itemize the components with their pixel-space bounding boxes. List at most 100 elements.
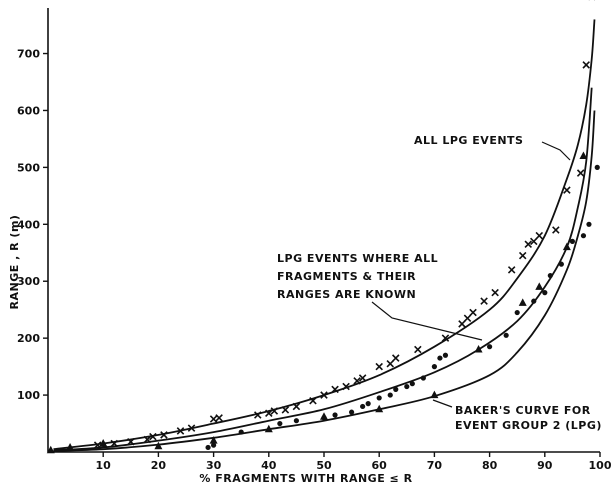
data-point-dot [420,375,426,381]
data-point-dot [332,412,338,418]
annotation-2: LPG EVENTS WHERE ALL FRAGMENTS & THEIR RAN… [277,252,483,341]
data-point-dot [547,272,553,279]
data-point-triangle [430,390,439,399]
data-point-dot [580,233,587,239]
data-point-cross [281,406,290,414]
data-point-cross [463,314,472,322]
data-point-cross [149,432,157,441]
y-tick-label: 600 [17,104,40,117]
data-point-dot [205,444,211,451]
annotation-line: EVENT GROUP 2 (LPG) [455,419,602,432]
data-point-dot [503,332,509,338]
data-point-dot [277,420,283,427]
data-point-cross [93,441,102,449]
data-point-dot [360,403,366,410]
x-tick-label: 50 [316,459,332,472]
data-point-cross [215,414,223,422]
data-point-triangle [46,445,55,454]
data-point-dot [569,238,576,244]
annotation-1: ALL LPG EVENTS [414,134,571,161]
data-point-cross [270,407,279,415]
annotation-leader-line [371,301,483,341]
data-point-triangle [562,242,571,251]
curve-all-lpg [53,19,596,451]
curve-known-ranges [53,87,593,452]
data-point-cross [529,237,538,246]
data-point-cross [358,374,367,382]
data-point-cross [253,411,262,419]
data-point-triangle [535,282,544,290]
data-point-cross [491,288,499,297]
data-point-dot [393,386,399,392]
data-point-dot [387,392,393,398]
data-point-dot [376,395,382,401]
data-point-cross [127,437,135,446]
data-point-triangle [66,442,75,451]
data-point-cross [524,240,533,248]
data-point-dot [211,442,217,448]
data-point-cross [265,409,273,418]
data-point-cross [391,354,400,362]
points [46,0,600,454]
data-point-triangle [375,404,384,413]
data-point-cross [458,320,466,328]
data-point-triangle [579,151,588,159]
data-point-triangle [154,441,163,450]
data-point-cross [375,362,383,371]
curve-baker [53,110,596,452]
data-point-cross [507,266,516,274]
x-tick-label: 60 [372,459,388,472]
y-tick-label: 300 [17,275,40,288]
data-point-cross [353,377,361,385]
data-point-cross [441,334,450,342]
data-point-cross [309,397,317,405]
data-point-cross [342,382,350,391]
data-point-cross [576,169,585,177]
data-point-cross [110,439,119,448]
data-point-cross [143,435,152,444]
x-tick-label: 40 [261,459,277,472]
annotation-line: FRAGMENTS & THEIR [277,270,416,283]
annotations: ALL LPG EVENTS LPG EVENTS WHERE ALL FRAGME… [277,134,602,432]
data-point-triangle [320,412,328,420]
x-tick-label: 20 [151,459,167,472]
curves [53,19,596,452]
x-axis-label: % FRAGMENTS WITH RANGE ≤ R [199,472,412,485]
x-tick-label: 90 [537,459,553,472]
annotation-line: ALL LPG EVENTS [414,134,523,147]
data-point-cross [518,251,527,260]
data-point-cross [480,297,488,305]
data-point-triangle [264,424,273,433]
data-point-dot [514,309,520,316]
x-tick-label: 80 [482,459,498,472]
annotation-line: RANGES ARE KNOWN [277,288,416,301]
data-point-dot [431,364,437,370]
data-point-triangle [474,345,483,353]
data-point-dot [404,383,410,390]
annotation-leader-line [432,399,453,408]
annotation-line: BAKER'S CURVE FOR [455,404,591,417]
annotation-line: LPG EVENTS WHERE ALL [277,252,438,265]
data-point-dot [487,344,493,350]
data-point-dot [365,401,371,407]
data-point-dot [409,381,415,387]
data-point-cross [582,61,590,69]
data-point-cross [563,186,571,194]
data-point-dot [558,261,564,267]
data-point-dot [349,409,355,415]
data-point-cross [331,385,339,394]
data-point-cross [176,427,185,435]
data-point-cross [535,231,544,240]
axes: 10 20 30 40 50 60 70 80 90 100 100 200 300 400 500 600 7… [17,8,612,472]
data-point-dot [293,418,299,424]
data-point-triangle [209,436,218,444]
annotation-3: BAKER'S CURVE FOR EVENT GROUP 2 (LPG) [432,399,602,432]
data-point-cross [469,308,477,317]
data-point-cross [160,431,168,439]
data-point-cross [209,415,218,423]
data-point-cross [552,226,560,234]
data-point-cross [187,424,196,432]
data-point-cross [292,402,301,411]
data-point-cross [414,345,422,354]
